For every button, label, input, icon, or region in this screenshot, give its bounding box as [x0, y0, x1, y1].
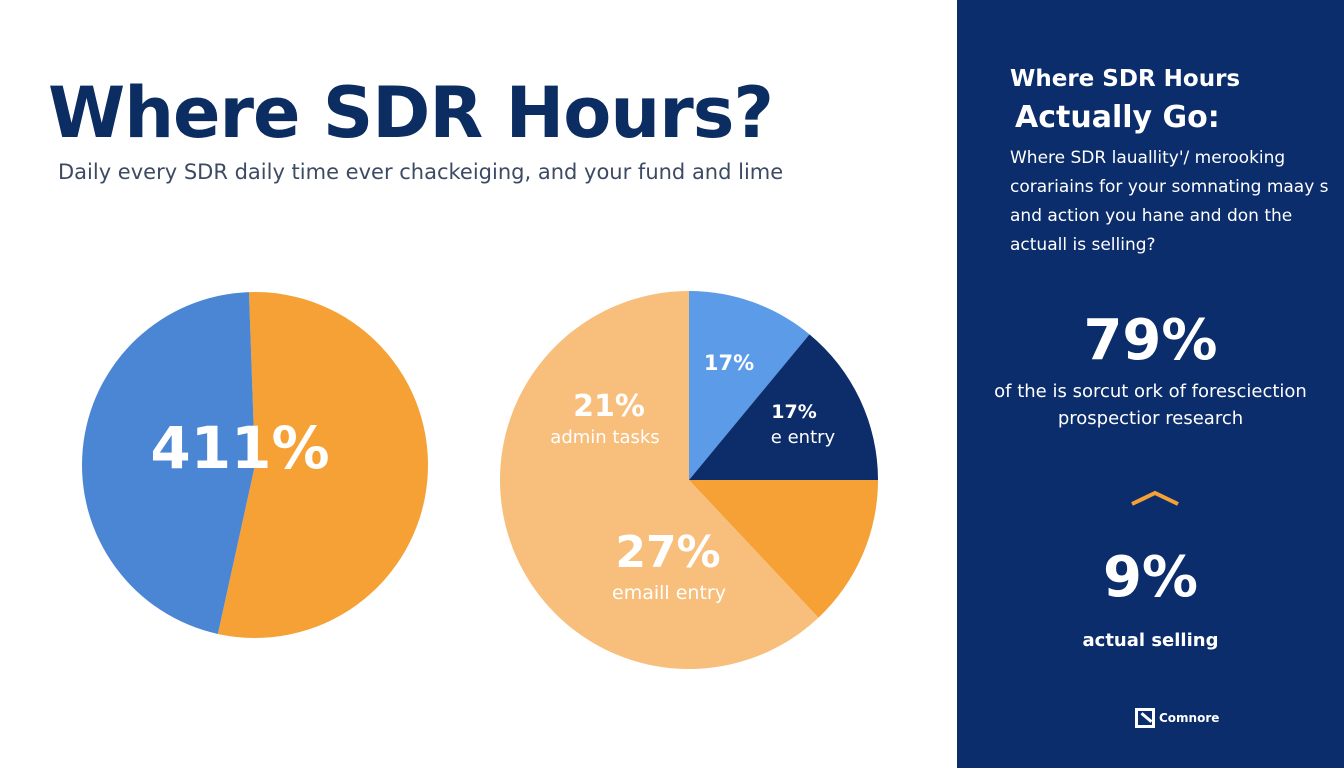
panel-title-line1: Where SDR Hours: [1010, 66, 1241, 92]
pie-slice-0: [689, 291, 810, 480]
pie-left-label: 411%: [150, 414, 329, 482]
stat-79: 79%: [1083, 308, 1218, 373]
logo-icon: [1135, 708, 1155, 728]
stat-9-caption: actual selling: [1082, 630, 1219, 651]
pie-slice-0: [217, 291, 429, 638]
pie-right-annotation-sublabel: emaill entry: [612, 582, 726, 604]
slice-sublabel-navy: e entry: [771, 427, 836, 448]
slice-label-light-blue: 17%: [704, 351, 754, 375]
page-subtitle: Daily every SDR daily time ever chackeig…: [58, 160, 784, 184]
slice-label-peach: 21%: [573, 389, 645, 424]
pie-slice-1: [82, 292, 256, 634]
chevron-up-icon: [1131, 490, 1179, 506]
logo-text: Comnore: [1159, 711, 1220, 725]
pie-slice-1: [689, 334, 878, 480]
page-title: Where SDR Hours?: [48, 72, 774, 154]
stat-79-caption-line1: of the is sorcut ork of foresciection: [994, 381, 1307, 402]
panel-body: Where SDR lauallity'/ merooking corariai…: [1010, 148, 1329, 255]
summary-panel: Where SDR Hours Actually Go: Where SDR l…: [957, 0, 1344, 768]
panel-title-line2: Actually Go:: [1015, 100, 1220, 135]
brand-logo: Comnore: [1135, 708, 1219, 728]
pie-slice-2: [689, 480, 878, 618]
pie-chart-left: [82, 291, 429, 638]
charts-area: 411% 17% 17% e entry 21% admin tasks 27%…: [82, 291, 878, 669]
slice-label-navy: 17%: [771, 401, 816, 423]
slice-sublabel-peach: admin tasks: [550, 427, 659, 448]
stat-9: 9%: [1102, 545, 1199, 610]
pie-chart-right: [499, 291, 878, 669]
pie-slice-3: [499, 291, 819, 669]
pie-right-annotation: 27%: [615, 527, 720, 578]
stat-79-caption-line2: prospectior research: [1057, 408, 1244, 429]
